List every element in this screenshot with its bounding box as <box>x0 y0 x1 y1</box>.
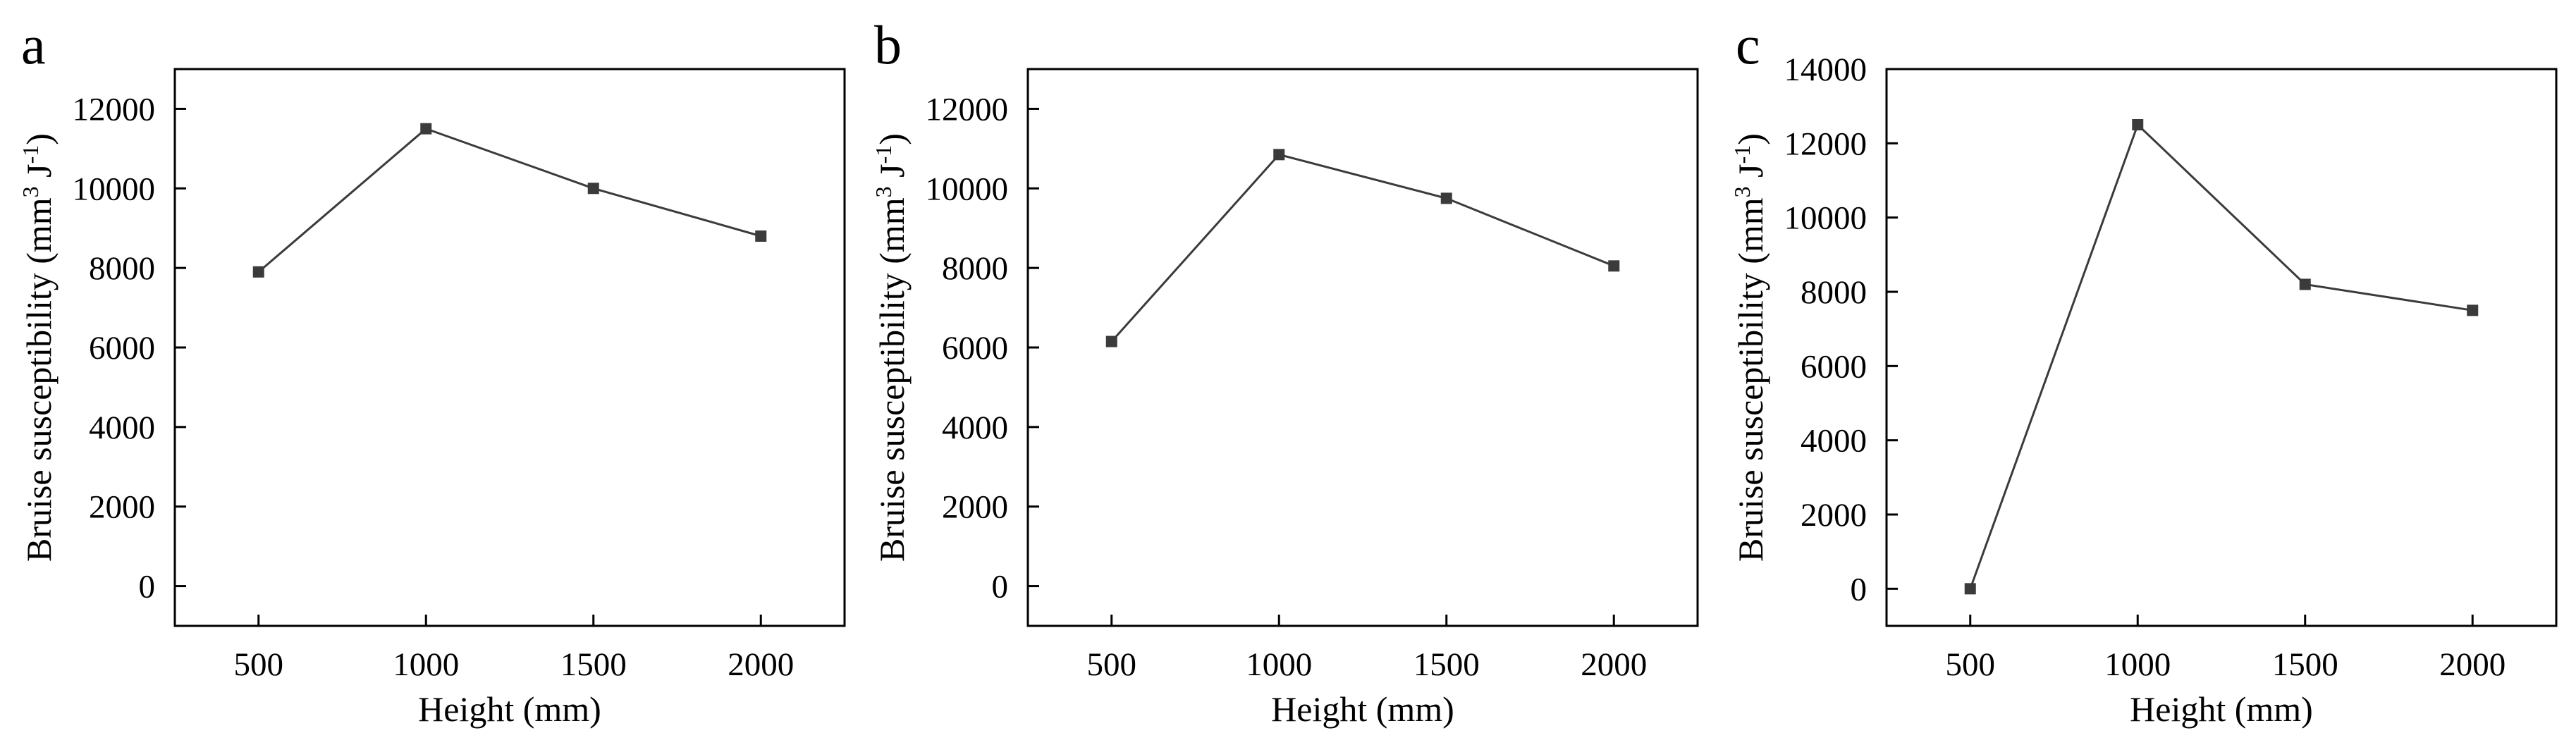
y-axis-label-text: ) <box>19 133 59 145</box>
plot-frame <box>173 68 846 627</box>
y-tick-label: 6000 <box>89 330 155 367</box>
y-tick-label: 8000 <box>942 250 1008 287</box>
series-line <box>257 127 761 273</box>
y-axis-label-superscript: 3 <box>18 186 43 197</box>
y-tick-label: 0 <box>992 569 1009 605</box>
y-axis-label-superscript: -1 <box>871 145 896 164</box>
y-tick-label: 0 <box>1851 571 1867 608</box>
y-axis-label-text: J <box>872 164 912 186</box>
panel-label: b <box>874 14 902 75</box>
y-tick-label: 8000 <box>89 250 155 287</box>
y-axis-label-text: J <box>19 164 59 186</box>
y-tick-label: 4000 <box>1801 423 1867 460</box>
data-point-marker <box>1105 335 1117 347</box>
data-point-marker <box>420 123 432 135</box>
y-tick-label: 6000 <box>1801 348 1867 385</box>
y-axis-label-superscript: 3 <box>1729 186 1755 197</box>
x-tick-label: 1500 <box>1413 646 1480 683</box>
series-line <box>1110 153 1614 343</box>
x-axis-label: Height (mm) <box>1271 689 1454 729</box>
data-point-marker <box>587 183 599 195</box>
x-tick-label: 1500 <box>560 646 627 683</box>
y-tick-label: 0 <box>139 569 156 605</box>
y-tick-label: 12000 <box>926 91 1009 128</box>
x-tick-label: 2000 <box>1581 646 1647 683</box>
y-axis-label-superscript: -1 <box>1729 145 1755 164</box>
y-axis-label-text: Bruise susceptibility (mm <box>19 197 59 562</box>
x-tick-label: 1000 <box>2104 646 2171 683</box>
x-tick-label: 2000 <box>728 646 794 683</box>
y-tick-label: 14000 <box>1784 51 1867 88</box>
y-tick-label: 4000 <box>942 410 1008 446</box>
y-tick-label: 2000 <box>1801 497 1867 534</box>
series-line <box>1969 123 2473 589</box>
data-point-marker <box>755 230 767 242</box>
data-point-marker <box>1964 583 1976 595</box>
y-axis-label-superscript: 3 <box>871 186 896 197</box>
y-axis-label-superscript: -1 <box>18 145 43 164</box>
data-point-marker <box>1608 260 1620 272</box>
panel-label: c <box>1736 14 1760 75</box>
data-point-marker <box>2467 304 2479 316</box>
y-tick-label: 2000 <box>89 489 155 526</box>
data-point-marker <box>1273 149 1285 161</box>
y-axis-label: Bruise susceptibility (mm3 J-1) <box>871 133 912 562</box>
chart-panel-a: a 0 2000 4000 6000 8000 10000 12000 500 1000 1500 2… <box>18 14 846 729</box>
y-tick-label: 8000 <box>1801 274 1867 311</box>
y-axis-label-text: Bruise susceptibility (mm <box>872 197 912 562</box>
y-tick-label: 12000 <box>1784 125 1867 162</box>
plot-frame <box>1885 68 2558 627</box>
y-axis-label: Bruise susceptibility (mm3 J-1) <box>18 133 59 562</box>
data-point-marker <box>2299 278 2311 290</box>
y-tick-label: 6000 <box>942 330 1008 367</box>
data-point-marker <box>252 266 264 278</box>
x-axis-label: Height (mm) <box>418 689 601 729</box>
y-axis-label-text: Bruise susceptibility (mm <box>1731 197 1770 562</box>
panel-label: a <box>21 14 46 75</box>
chart-panel-b: b 0 2000 4000 6000 8000 10000 12000 500 1000 1500 2… <box>871 14 1699 729</box>
x-tick-label: 1000 <box>1246 646 1312 683</box>
x-tick-label: 500 <box>234 646 284 683</box>
x-tick-label: 1000 <box>393 646 459 683</box>
x-tick-label: 2000 <box>2439 646 2506 683</box>
x-tick-label: 500 <box>1087 646 1137 683</box>
x-tick-label: 1500 <box>2272 646 2338 683</box>
data-point-marker <box>2132 119 2144 130</box>
y-axis-label-text: J <box>1731 164 1770 186</box>
y-tick-label: 12000 <box>73 91 156 128</box>
y-tick-label: 10000 <box>73 171 156 207</box>
y-tick-label: 10000 <box>926 171 1009 207</box>
data-point-marker <box>1440 192 1452 204</box>
y-tick-label: 4000 <box>89 410 155 446</box>
y-tick-label: 2000 <box>942 489 1008 526</box>
y-axis-label-text: ) <box>1731 133 1770 145</box>
y-axis-label-text: ) <box>872 133 912 145</box>
y-tick-label: 10000 <box>1784 200 1867 237</box>
y-axis-label: Bruise susceptibility (mm3 J-1) <box>1729 133 1770 562</box>
x-axis-label: Height (mm) <box>2130 689 2313 729</box>
chart-panel-c: c 0 2000 4000 6000 8000 10000 12000 14000 500 1000… <box>1729 14 2558 729</box>
x-tick-label: 500 <box>1946 646 1996 683</box>
plot-frame <box>1026 68 1699 627</box>
